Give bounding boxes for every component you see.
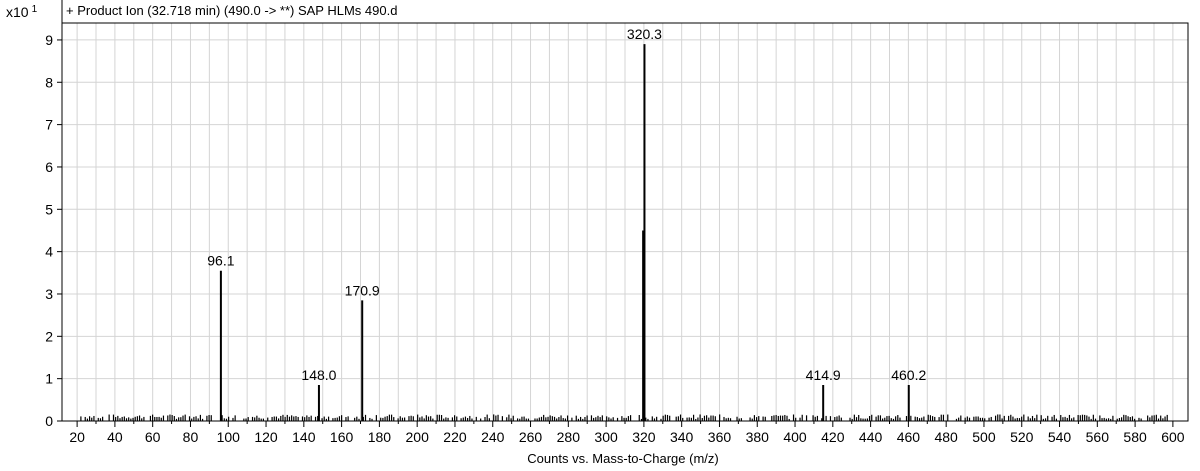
x-tick-label: 280 [557, 429, 581, 445]
x-tick-label: 400 [783, 429, 807, 445]
x-tick-label: 340 [670, 429, 694, 445]
peak-label: 460.2 [891, 367, 926, 383]
peak-label: 96.1 [207, 253, 234, 269]
x-tick-label: 580 [1123, 429, 1147, 445]
y-tick-label: 2 [45, 328, 53, 344]
x-tick-label: 200 [406, 429, 430, 445]
y-tick-label: 5 [45, 201, 53, 217]
y-tick-label: 9 [45, 32, 53, 48]
x-tick-label: 20 [69, 429, 85, 445]
x-tick-label: 480 [934, 429, 958, 445]
x-tick-label: 60 [145, 429, 161, 445]
x-tick-label: 80 [183, 429, 199, 445]
grid [62, 23, 1188, 422]
labels: 0 1 2 3 4 5 6 7 8 9 20 40 60 80 100 120 140 160 180 200 220 2… [45, 26, 1185, 445]
x-tick-label: 220 [443, 429, 467, 445]
y-scale-exponent: 1 [32, 4, 38, 15]
x-tick-label: 240 [481, 429, 505, 445]
y-tick-label: 6 [45, 159, 53, 175]
x-tick-label: 360 [708, 429, 732, 445]
x-tick-label: 40 [107, 429, 123, 445]
x-tick-label: 140 [292, 429, 316, 445]
y-tick-label: 0 [45, 413, 53, 429]
y-scale-base: x10 [6, 4, 29, 20]
x-tick-label: 440 [859, 429, 883, 445]
x-tick-label: 560 [1086, 429, 1110, 445]
x-tick-label: 500 [972, 429, 996, 445]
x-tick-label: 540 [1048, 429, 1072, 445]
peak-label: 148.0 [301, 367, 336, 383]
x-tick-label: 160 [330, 429, 354, 445]
x-tick-label: 520 [1010, 429, 1034, 445]
x-axis-title: Counts vs. Mass-to-Charge (m/z) [527, 451, 718, 466]
axes [57, 0, 1189, 427]
y-tick-label: 8 [45, 74, 53, 90]
x-tick-label: 100 [217, 429, 241, 445]
x-tick-label: 320 [632, 429, 656, 445]
y-tick-label: 7 [45, 117, 53, 133]
y-tick-label: 1 [45, 371, 53, 387]
x-tick-label: 260 [519, 429, 543, 445]
peak-label: 320.3 [627, 26, 662, 42]
x-tick-label: 300 [594, 429, 618, 445]
x-tick-label: 380 [746, 429, 770, 445]
chart-title: + Product Ion (32.718 min) (490.0 -> **)… [66, 3, 397, 18]
y-tick-label: 4 [45, 244, 53, 260]
peaks [219, 44, 910, 421]
x-tick-label: 120 [254, 429, 278, 445]
x-tick-label: 600 [1161, 429, 1185, 445]
y-scale-label: x10 1 [6, 4, 38, 20]
x-tick-label: 180 [368, 429, 392, 445]
y-tick-label: 3 [45, 286, 53, 302]
x-tick-label: 460 [897, 429, 921, 445]
peak-label: 414.9 [806, 367, 841, 383]
x-tick-label: 420 [821, 429, 845, 445]
peak-label: 170.9 [345, 282, 380, 298]
baseline-noise [80, 414, 1168, 421]
